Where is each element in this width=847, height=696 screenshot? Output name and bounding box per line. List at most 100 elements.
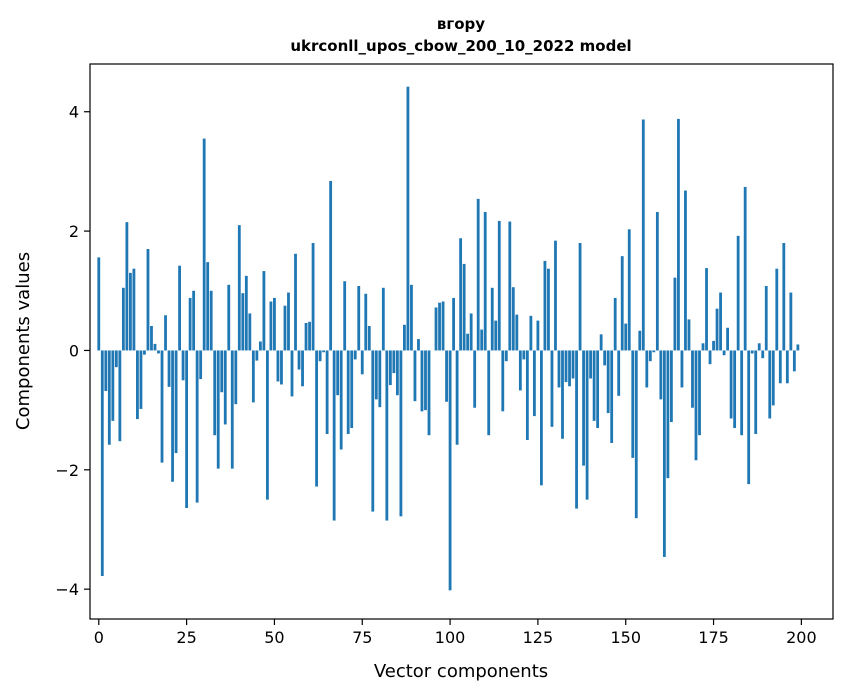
bar-119 (515, 314, 519, 351)
bar-33 (213, 350, 217, 436)
bar-172 (701, 343, 705, 351)
bar-96 (434, 307, 438, 351)
x-tick-label: 0 (94, 628, 104, 647)
bar-144 (603, 350, 607, 366)
bar-137 (578, 243, 582, 351)
y-tick-label: 2 (69, 222, 79, 241)
bar-19 (164, 315, 167, 351)
bar-36 (223, 350, 227, 425)
bar-107 (473, 350, 477, 408)
y-axis-ticks: −4 −2 0 2 4 (55, 103, 90, 599)
bar-8 (125, 222, 129, 351)
bar-130 (554, 240, 557, 351)
bar-106 (469, 313, 473, 351)
bar-74 (357, 286, 361, 351)
bar-184 (743, 186, 747, 351)
x-tick-label: 25 (176, 628, 196, 647)
bar-45 (255, 350, 259, 361)
bar-182 (736, 235, 740, 351)
bar-145 (606, 350, 610, 414)
bar-7 (121, 287, 125, 351)
bar-87 (403, 324, 406, 351)
bar-162 (666, 350, 670, 479)
bar-56 (294, 253, 297, 351)
bar-103 (459, 238, 463, 351)
bar-52 (280, 350, 283, 385)
bar-69 (339, 350, 343, 450)
bar-27 (192, 290, 196, 351)
bar-179 (726, 327, 730, 351)
x-tick-label: 50 (264, 628, 284, 647)
bar-178 (722, 350, 726, 356)
bar-169 (691, 350, 694, 408)
bar-35 (220, 350, 224, 393)
bars-group (97, 86, 800, 591)
bar-83 (388, 350, 392, 386)
bar-84 (392, 350, 396, 374)
bar-122 (525, 350, 529, 440)
bar-161 (662, 350, 666, 557)
x-axis-ticks: 0 25 50 75 100 125 150 175 200 (94, 619, 817, 647)
bar-98 (441, 301, 445, 351)
bar-39 (234, 350, 238, 405)
bar-5 (114, 350, 118, 368)
bar-163 (669, 350, 673, 423)
bar-188 (757, 343, 761, 351)
bar-94 (427, 350, 431, 436)
bar-109 (480, 329, 484, 351)
bar-175 (712, 340, 715, 351)
bar-190 (764, 286, 768, 351)
y-tick-label: −4 (55, 580, 79, 599)
bar-86 (399, 350, 403, 517)
bar-9 (128, 272, 132, 351)
bar-170 (694, 350, 698, 461)
bar-22 (174, 350, 178, 454)
bar-25 (185, 350, 189, 508)
bar-34 (216, 350, 220, 469)
bar-68 (336, 350, 340, 396)
bar-78 (371, 350, 375, 512)
bar-3 (107, 350, 111, 445)
bar-58 (301, 350, 304, 387)
bar-12 (139, 350, 143, 409)
bar-48 (266, 350, 269, 500)
bar-197 (789, 292, 793, 351)
bar-89 (410, 284, 413, 351)
bar-21 (171, 350, 174, 482)
bar-147 (613, 297, 617, 351)
bar-28 (195, 350, 199, 503)
bar-132 (561, 350, 564, 439)
x-tick-label: 125 (523, 628, 554, 647)
y-axis-label: Components values (13, 252, 34, 430)
bar-55 (290, 350, 294, 397)
bar-1 (100, 350, 104, 577)
bar-92 (420, 350, 424, 412)
bar-186 (750, 350, 754, 354)
bar-158 (652, 350, 656, 353)
bar-42 (244, 275, 248, 351)
bar-57 (297, 350, 301, 370)
bar-165 (677, 118, 680, 351)
bar-134 (568, 350, 571, 387)
bar-0 (97, 257, 101, 351)
x-tick-label: 100 (435, 628, 466, 647)
bar-51 (276, 350, 280, 382)
bar-176 (715, 308, 719, 351)
bar-59 (304, 323, 308, 351)
bar-14 (146, 249, 150, 351)
bar-183 (740, 350, 744, 436)
bar-30 (202, 138, 206, 351)
x-tick-label: 175 (698, 628, 729, 647)
bar-93 (424, 350, 427, 411)
bar-123 (529, 315, 533, 351)
bar-53 (283, 305, 287, 351)
bar-136 (575, 350, 578, 509)
bar-127 (543, 260, 547, 351)
bar-181 (733, 350, 737, 429)
bar-180 (729, 350, 733, 419)
y-tick-label: −2 (55, 461, 79, 480)
bar-47 (262, 271, 266, 351)
bar-142 (596, 350, 600, 429)
bar-44 (251, 350, 255, 403)
bar-41 (241, 293, 245, 351)
